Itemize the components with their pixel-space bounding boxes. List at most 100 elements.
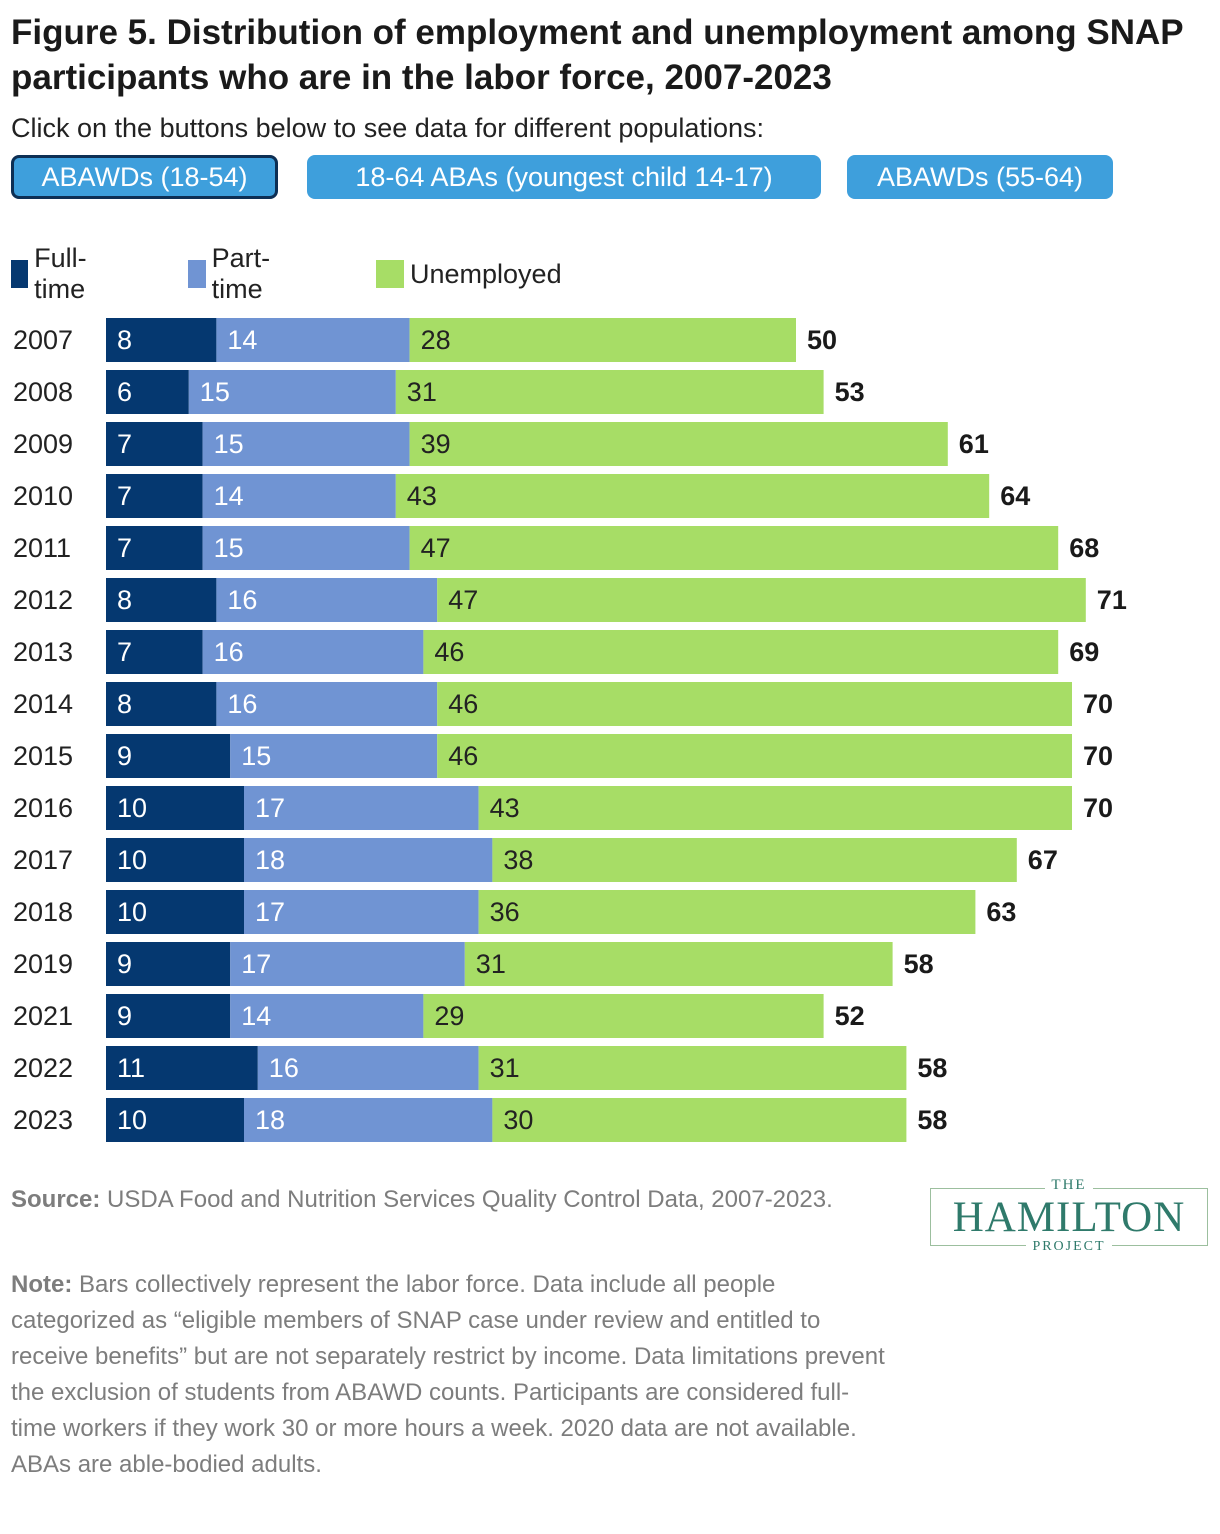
data-label-part-time-2014: 16 [227,689,257,719]
bar-unemployed-2012 [437,578,1086,622]
bar-part-time-2021 [230,994,424,1038]
data-label-full-time-2022: 11 [117,1053,145,1083]
bar-unemployed-2008 [395,370,824,414]
total-label-2023: 58 [917,1105,947,1135]
bar-unemployed-2021 [423,994,824,1038]
source-note: Source: USDA Food and Nutrition Services… [11,1182,841,1218]
data-label-full-time-2011: 7 [117,533,132,563]
bar-part-time-2011 [202,526,410,570]
data-label-unemployed-2014: 46 [448,689,478,719]
data-label-full-time-2007: 8 [117,325,132,355]
bar-full-time-2011 [106,526,203,570]
data-label-part-time-2008: 15 [200,377,230,407]
data-label-full-time-2008: 6 [117,377,132,407]
button-abawds-18-54[interactable]: ABAWDs (18-54) [11,155,278,199]
bar-full-time-2022 [106,1046,258,1090]
y-tick-label-2018: 2018 [13,897,73,927]
bar-part-time-2017 [244,838,493,882]
data-label-part-time-2021: 14 [241,1001,271,1031]
bar-unemployed-2007 [409,318,796,362]
total-label-2022: 58 [917,1053,947,1083]
data-label-unemployed-2013: 46 [434,637,464,667]
bar-part-time-2013 [202,630,424,674]
data-label-unemployed-2017: 38 [503,845,533,875]
data-label-part-time-2022: 16 [269,1053,299,1083]
total-label-2015: 70 [1083,741,1113,771]
data-label-unemployed-2023: 30 [503,1105,533,1135]
data-label-part-time-2013: 16 [214,637,244,667]
y-tick-label-2023: 2023 [13,1105,73,1135]
button-abawds-55-64[interactable]: ABAWDs (55-64) [847,155,1113,199]
source-label: Source: [11,1186,101,1213]
legend-item-unemployed: Unemployed [376,256,562,292]
bar-full-time-2017 [106,838,244,882]
bar-part-time-2008 [188,370,396,414]
bar-full-time-2015 [106,734,231,778]
legend-swatch-part-time [188,260,206,288]
bar-unemployed-2023 [492,1098,907,1142]
bar-part-time-2015 [230,734,438,778]
data-label-unemployed-2021: 29 [434,1001,464,1031]
data-label-unemployed-2008: 31 [407,377,437,407]
y-tick-label-2010: 2010 [13,481,73,511]
data-label-part-time-2023: 18 [255,1105,285,1135]
y-tick-label-2012: 2012 [13,585,73,615]
bar-part-time-2018 [244,890,479,934]
data-label-full-time-2017: 10 [117,845,147,875]
data-label-full-time-2013: 7 [117,637,132,667]
total-label-2018: 63 [986,897,1016,927]
data-label-part-time-2017: 18 [255,845,285,875]
bar-unemployed-2011 [409,526,1059,570]
legend-label-part-time: Part-time [211,243,271,304]
data-label-part-time-2015: 15 [241,741,271,771]
bar-full-time-2012 [106,578,217,622]
bar-full-time-2023 [106,1098,244,1142]
bar-full-time-2007 [106,318,217,362]
total-label-2013: 69 [1069,637,1099,667]
data-label-full-time-2015: 9 [117,741,132,771]
data-label-full-time-2016: 10 [117,793,147,823]
legend-item-full-time: Full-time [11,243,98,304]
total-label-2008: 53 [835,377,865,407]
data-label-full-time-2010: 7 [117,481,132,511]
bar-part-time-2007 [216,318,410,362]
total-label-2011: 68 [1069,533,1099,563]
data-label-unemployed-2012: 47 [448,585,478,615]
data-label-unemployed-2007: 28 [421,325,451,355]
bar-unemployed-2015 [437,734,1072,778]
bar-unemployed-2016 [478,786,1073,830]
y-tick-label-2015: 2015 [13,741,73,771]
legend-item-part-time: Part-time [188,243,281,304]
total-label-2017: 67 [1028,845,1058,875]
y-tick-label-2008: 2008 [13,377,73,407]
bar-unemployed-2018 [478,890,976,934]
bar-unemployed-2009 [409,422,948,466]
y-tick-label-2017: 2017 [13,845,73,875]
y-tick-label-2007: 2007 [13,325,73,355]
total-label-2010: 64 [1000,481,1030,511]
bar-unemployed-2013 [423,630,1059,674]
bar-part-time-2010 [202,474,396,518]
subtitle: Click on the buttons below to see data f… [11,113,764,143]
y-tick-label-2014: 2014 [13,689,73,719]
total-label-2007: 50 [807,325,837,355]
total-label-2019: 58 [904,949,934,979]
data-label-full-time-2012: 8 [117,585,132,615]
logo-top-text: THE [1045,1177,1093,1193]
bar-part-time-2012 [216,578,438,622]
bar-part-time-2022 [257,1046,479,1090]
data-label-unemployed-2018: 36 [490,897,520,927]
y-tick-label-2021: 2021 [13,1001,73,1031]
bar-part-time-2023 [244,1098,493,1142]
y-tick-label-2011: 2011 [13,533,71,563]
bar-part-time-2019 [230,942,465,986]
data-label-unemployed-2016: 43 [490,793,520,823]
bar-full-time-2013 [106,630,203,674]
bar-unemployed-2017 [492,838,1017,882]
data-label-part-time-2019: 17 [241,949,271,979]
bar-full-time-2018 [106,890,244,934]
bar-unemployed-2019 [464,942,893,986]
bar-part-time-2014 [216,682,438,726]
button-abas-18-64[interactable]: 18-64 ABAs (youngest child 14-17) [307,155,821,199]
hamilton-project-logo: THE HAMILTON PROJECT [930,1177,1208,1254]
